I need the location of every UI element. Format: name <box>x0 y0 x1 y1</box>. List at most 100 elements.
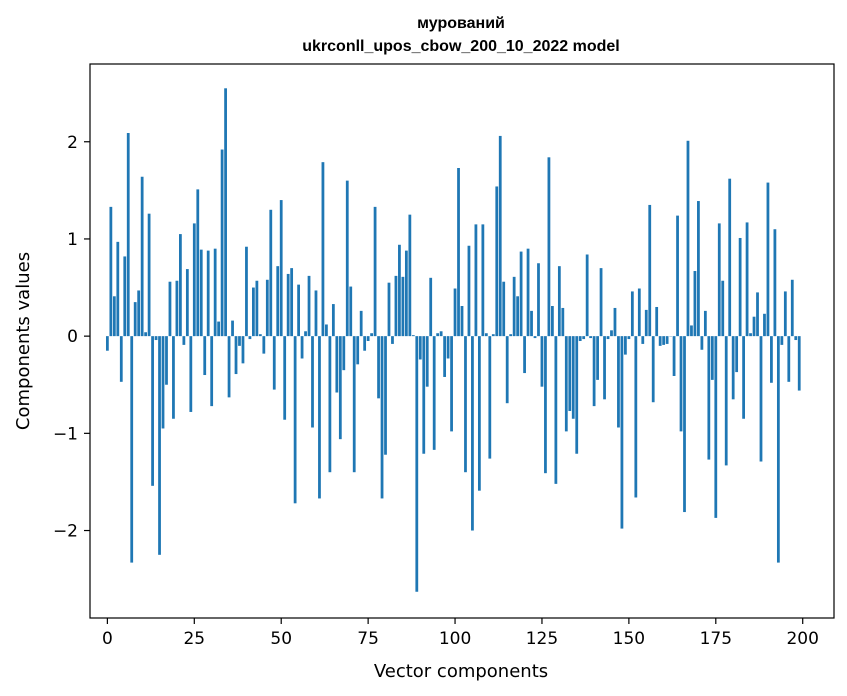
bar-95 <box>436 333 440 337</box>
bar-6 <box>126 133 130 337</box>
bar-57 <box>304 331 307 337</box>
bar-59 <box>311 336 314 428</box>
bar-41 <box>248 336 252 340</box>
bar-46 <box>265 279 269 337</box>
bar-18 <box>168 281 172 337</box>
bar-179 <box>728 178 732 337</box>
bar-103 <box>464 336 467 473</box>
bar-166 <box>683 336 686 513</box>
bar-171 <box>700 336 704 350</box>
bar-112 <box>495 186 499 337</box>
bar-173 <box>707 336 711 460</box>
bar-29 <box>206 250 210 337</box>
bar-51 <box>283 336 287 420</box>
x-axis-label: Vector components <box>374 661 548 682</box>
bar-65 <box>331 304 335 337</box>
x-tick-label: 100 <box>439 629 471 649</box>
bar-170 <box>697 201 700 337</box>
bar-190 <box>766 182 770 337</box>
bar-53 <box>290 268 294 337</box>
bar-36 <box>231 320 234 337</box>
y-tick-label: 1 <box>67 230 78 250</box>
x-tick-label: 50 <box>270 629 292 649</box>
bar-101 <box>457 168 460 337</box>
bar-115 <box>505 336 509 404</box>
bar-132 <box>564 336 568 432</box>
bar-86 <box>404 250 408 337</box>
bar-147 <box>617 336 620 428</box>
bar-135 <box>575 336 579 454</box>
bar-25 <box>192 223 196 337</box>
bar-146 <box>613 307 617 337</box>
bar-91 <box>422 336 426 454</box>
bar-87 <box>408 214 412 337</box>
bar-192 <box>773 229 777 337</box>
x-tick-label: 200 <box>786 629 818 649</box>
bar-134 <box>571 336 575 419</box>
bar-142 <box>599 268 603 337</box>
chart-title: мурований <box>417 15 505 32</box>
y-ticks-group: −2 −1 0 1 2 <box>53 133 90 542</box>
bar-88 <box>411 335 415 337</box>
bar-107 <box>477 336 481 491</box>
bar-16 <box>161 336 165 429</box>
bar-168 <box>690 325 693 337</box>
x-tick-label: 175 <box>700 629 732 649</box>
bar-77 <box>373 206 377 337</box>
bar-111 <box>491 334 495 337</box>
bar-26 <box>196 189 200 337</box>
bar-15 <box>158 336 161 555</box>
bar-99 <box>450 336 453 432</box>
bar-90 <box>418 336 422 360</box>
bar-164 <box>676 215 679 337</box>
bar-19 <box>172 336 175 419</box>
bar-20 <box>175 280 179 337</box>
bar-66 <box>335 336 339 393</box>
bar-30 <box>210 336 214 407</box>
bar-120 <box>523 336 526 374</box>
bar-44 <box>258 334 262 337</box>
bar-97 <box>443 336 447 377</box>
bar-81 <box>387 282 391 337</box>
bar-48 <box>272 336 276 390</box>
bar-178 <box>724 336 728 466</box>
bar-193 <box>776 336 780 563</box>
bar-45 <box>262 336 266 354</box>
bar-85 <box>401 276 405 337</box>
bar-123 <box>533 336 537 339</box>
bar-93 <box>429 277 433 337</box>
bar-185 <box>749 333 752 337</box>
bar-121 <box>526 248 530 337</box>
bar-113 <box>498 135 502 337</box>
bar-31 <box>213 248 217 337</box>
bar-177 <box>721 280 725 337</box>
bar-34 <box>224 88 227 337</box>
bar-96 <box>439 331 443 337</box>
bars-group <box>105 88 801 592</box>
bar-194 <box>780 336 784 345</box>
bar-61 <box>318 336 321 499</box>
bar-182 <box>738 237 742 337</box>
bar-144 <box>606 336 610 340</box>
bar-11 <box>144 332 148 337</box>
bar-126 <box>544 336 547 474</box>
bar-180 <box>731 336 735 400</box>
bar-155 <box>644 309 648 337</box>
chart-subtitle: ukrconll_upos_cbow_200_10_2022 model <box>302 38 619 55</box>
bar-159 <box>658 336 662 346</box>
bar-13 <box>151 336 154 486</box>
bar-7 <box>130 336 134 563</box>
bar-117 <box>512 276 516 337</box>
bar-94 <box>432 336 436 450</box>
bar-21 <box>179 234 182 337</box>
bar-92 <box>425 336 429 387</box>
bar-138 <box>585 254 589 337</box>
bar-114 <box>502 281 506 337</box>
bar-79 <box>380 336 384 499</box>
y-axis-label: Components values <box>13 252 34 430</box>
y-tick-label: 0 <box>67 327 78 347</box>
bar-1 <box>109 206 113 337</box>
bar-150 <box>627 336 631 340</box>
bar-158 <box>655 306 659 337</box>
bar-39 <box>241 336 245 364</box>
